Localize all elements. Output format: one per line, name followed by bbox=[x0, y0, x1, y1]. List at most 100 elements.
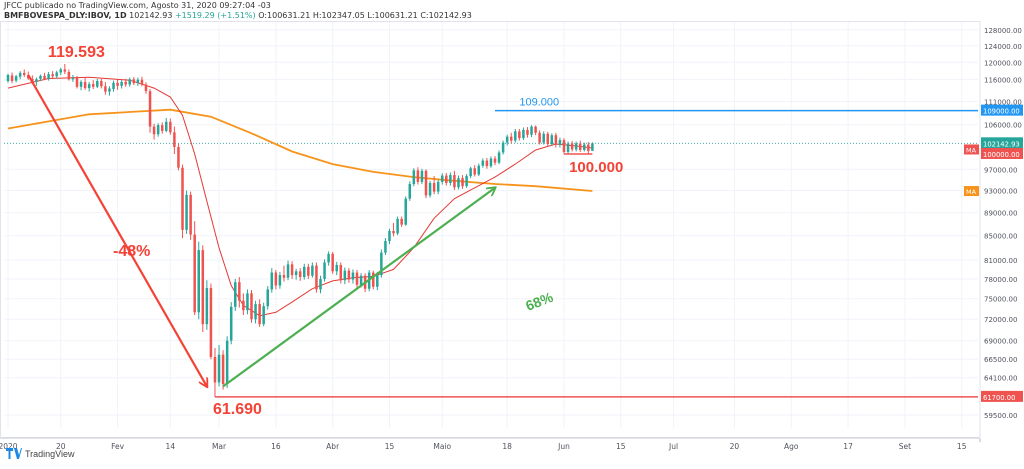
candle bbox=[104, 81, 107, 95]
candle bbox=[67, 69, 71, 81]
candle-body bbox=[201, 250, 205, 325]
candle-body bbox=[327, 253, 330, 263]
candle-body bbox=[43, 75, 46, 79]
candle-body bbox=[254, 304, 257, 320]
candle-body bbox=[371, 272, 375, 287]
candle-body bbox=[587, 144, 590, 151]
candle bbox=[185, 190, 188, 234]
candle-body bbox=[286, 264, 290, 278]
candle bbox=[63, 63, 67, 75]
candle bbox=[339, 262, 343, 284]
candle bbox=[440, 173, 444, 185]
candle-body bbox=[144, 84, 148, 92]
candle-body bbox=[71, 78, 75, 80]
candle-body bbox=[221, 354, 225, 385]
brand-name: TradingView bbox=[25, 448, 75, 459]
candle bbox=[35, 77, 38, 86]
candle-body bbox=[477, 165, 481, 175]
candle-body bbox=[116, 82, 119, 86]
symbol-name: BMFBOVESPA_DLY:IBOV, 1D bbox=[4, 11, 127, 20]
x-tick-label: Jun bbox=[557, 442, 570, 451]
annotation-level-100: 100.000 bbox=[569, 159, 623, 176]
candle bbox=[514, 128, 517, 143]
candle bbox=[290, 261, 294, 279]
candle bbox=[546, 131, 550, 146]
candle-body bbox=[209, 288, 213, 357]
candle bbox=[485, 158, 489, 169]
candle bbox=[562, 138, 566, 154]
candle-body bbox=[591, 143, 594, 151]
candle bbox=[392, 222, 395, 237]
candle bbox=[209, 283, 213, 360]
price-badge bbox=[981, 104, 1023, 116]
candle-body bbox=[315, 265, 318, 290]
ma-badge bbox=[964, 144, 979, 155]
candle bbox=[47, 71, 50, 81]
candle-body bbox=[481, 160, 485, 166]
candle bbox=[274, 270, 278, 290]
candle bbox=[189, 191, 192, 240]
candle-body bbox=[489, 158, 493, 167]
candle-body bbox=[160, 125, 164, 131]
y-tick-label: 106000.00 bbox=[984, 122, 1022, 130]
candle-body bbox=[335, 264, 338, 272]
x-tick-label: Jul bbox=[668, 442, 678, 451]
x-tick-label: Mar bbox=[212, 442, 227, 451]
candle bbox=[319, 275, 322, 294]
candle-body bbox=[355, 272, 359, 285]
candle bbox=[558, 137, 562, 148]
candle bbox=[140, 76, 144, 87]
candle-body bbox=[388, 231, 391, 242]
candle-body bbox=[242, 300, 245, 311]
candle-body bbox=[518, 131, 521, 139]
candle-body bbox=[497, 152, 501, 163]
candle bbox=[343, 267, 347, 285]
candle bbox=[497, 150, 501, 165]
candle bbox=[473, 165, 476, 177]
candle bbox=[380, 249, 383, 278]
annotation-high: 119.593 bbox=[48, 44, 105, 61]
candle-body bbox=[380, 252, 383, 276]
candle-body bbox=[59, 69, 63, 73]
candle bbox=[501, 140, 505, 155]
candle-body bbox=[298, 271, 302, 278]
candle bbox=[493, 155, 497, 166]
candle-body bbox=[266, 289, 269, 307]
candle-body bbox=[6, 75, 10, 82]
candle-body bbox=[538, 132, 541, 143]
candle-body bbox=[51, 74, 54, 77]
candle-body bbox=[169, 121, 172, 133]
candle-body bbox=[432, 182, 436, 192]
candle-body bbox=[351, 272, 355, 280]
candle bbox=[51, 71, 54, 79]
candle-body bbox=[270, 272, 274, 290]
candle-body bbox=[461, 178, 464, 187]
candle bbox=[432, 176, 436, 195]
candle bbox=[100, 78, 103, 89]
price-badge bbox=[981, 147, 1023, 159]
tradingview-logo-icon bbox=[6, 448, 22, 459]
candle-body bbox=[282, 275, 286, 278]
candle-body bbox=[234, 282, 237, 307]
candle-body bbox=[278, 275, 282, 286]
candle-body bbox=[294, 271, 298, 276]
candle-body bbox=[246, 293, 249, 311]
candle-body bbox=[408, 184, 412, 199]
candle bbox=[132, 77, 136, 85]
candle-body bbox=[453, 175, 456, 188]
candle-body bbox=[112, 82, 115, 89]
candle-body bbox=[193, 234, 196, 313]
candle-body bbox=[173, 132, 176, 147]
price-badge-label: 109000.00 bbox=[983, 108, 1020, 116]
y-tick-label: 89000.00 bbox=[984, 210, 1017, 218]
candle bbox=[542, 131, 545, 145]
candle bbox=[286, 260, 290, 281]
ma-long-line bbox=[7, 108, 593, 192]
candle-body bbox=[465, 176, 468, 187]
candles bbox=[6, 63, 594, 397]
candle bbox=[587, 142, 590, 154]
y-tick-label: 124000.00 bbox=[984, 43, 1022, 51]
candle-body bbox=[574, 143, 578, 150]
